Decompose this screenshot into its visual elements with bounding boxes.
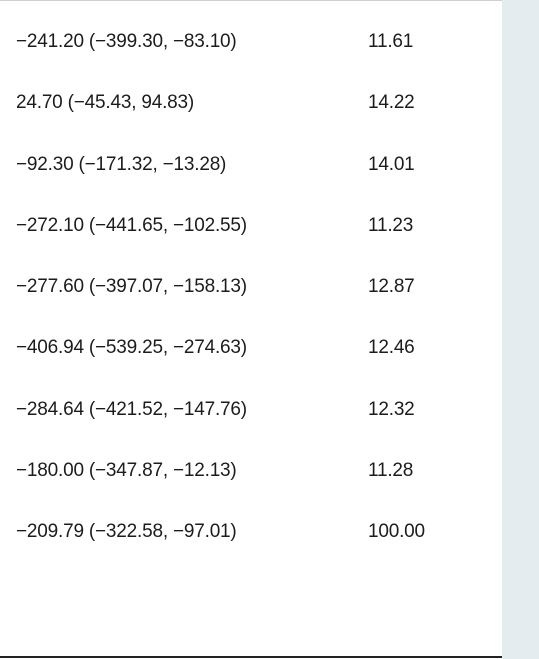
weight-cell: 11.61 — [368, 31, 414, 52]
estimate-ci-cell: −277.60 (−397.07, −158.13) — [16, 276, 247, 298]
estimate-ci-cell: −209.79 (−322.58, −97.01) — [16, 521, 237, 543]
table-row: 24.70 (−45.43, 94.83) 14.22 — [0, 77, 502, 138]
table-panel: −241.20 (−399.30, −83.10) 11.61 24.70 (−… — [0, 0, 502, 659]
table-row: −284.64 (−421.52, −147.76) 12.32 — [0, 384, 502, 445]
table-row-overall: −209.79 (−322.58, −97.01) 100.00 — [0, 506, 502, 567]
table-row: −241.20 (−399.30, −83.10) 11.61 — [0, 16, 502, 77]
weight-cell: 14.22 — [368, 92, 415, 114]
estimate-ci-cell: 24.70 (−45.43, 94.83) — [16, 92, 195, 114]
table-body: −241.20 (−399.30, −83.10) 11.61 24.70 (−… — [0, 16, 502, 568]
estimate-ci-cell: −92.30 (−171.32, −13.28) — [16, 153, 227, 175]
bottom-rule — [0, 656, 502, 658]
table-row: −180.00 (−347.87, −12.13) 11.28 — [0, 445, 502, 506]
estimate-ci-cell: −272.10 (−441.65, −102.55) — [16, 214, 247, 236]
weight-cell: 11.28 — [368, 460, 414, 482]
weight-cell: 12.46 — [368, 337, 415, 359]
table-row: −272.10 (−441.65, −102.55) 11.23 — [0, 200, 502, 261]
table-row: −277.60 (−397.07, −158.13) 12.87 — [0, 261, 502, 322]
table-row: −92.30 (−171.32, −13.28) 14.01 — [0, 139, 502, 200]
estimate-ci-cell: −406.94 (−539.25, −274.63) — [16, 337, 247, 359]
side-margin-panel — [502, 0, 539, 659]
weight-cell: 100.00 — [368, 521, 425, 543]
top-rule — [0, 0, 502, 1]
weight-cell: 12.87 — [368, 276, 415, 298]
estimate-ci-cell: −284.64 (−421.52, −147.76) — [16, 398, 247, 420]
table-row: −406.94 (−539.25, −274.63) 12.46 — [0, 322, 502, 383]
estimate-ci-cell: −241.20 (−399.30, −83.10) — [16, 31, 237, 52]
weight-cell: 11.23 — [368, 214, 414, 236]
weight-cell: 14.01 — [368, 153, 415, 175]
estimate-ci-cell: −180.00 (−347.87, −12.13) — [16, 460, 237, 482]
weight-cell: 12.32 — [368, 398, 415, 420]
